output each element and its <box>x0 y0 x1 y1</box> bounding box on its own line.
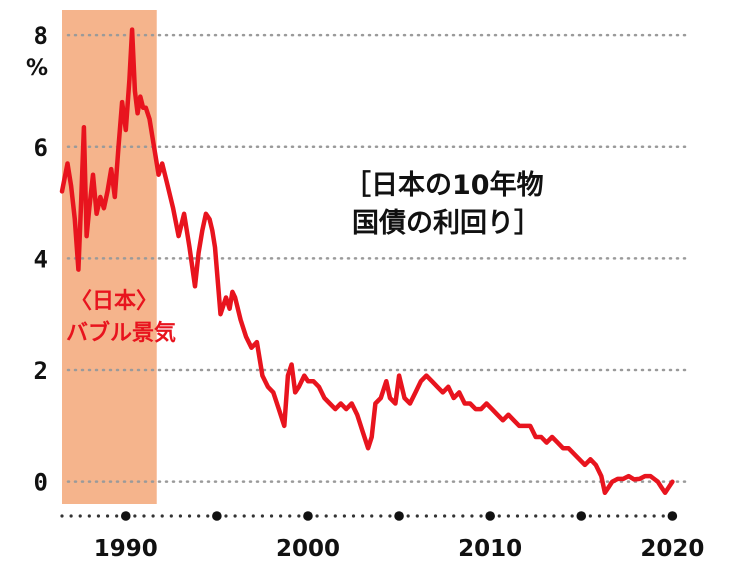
x-minor-dot <box>424 514 428 518</box>
x-minor-dot <box>534 514 538 518</box>
x-minor-dot <box>470 514 474 518</box>
bubble-era-label-line-1: 〈日本〉 <box>70 289 158 314</box>
x-minor-dot <box>288 514 292 518</box>
y-axis: 0 2 4 6 8 <box>34 22 48 497</box>
x-axis: 1990 2000 2010 2020 <box>94 536 705 562</box>
y-tick-label: 2 <box>34 357 48 385</box>
x-minor-dot <box>588 514 592 518</box>
x-major-dot <box>394 511 404 521</box>
chart-title-line-1: ［日本の10年物 <box>344 169 544 201</box>
x-minor-dot <box>187 514 192 518</box>
x-minor-dot <box>351 514 356 518</box>
x-minor-dot <box>506 514 510 518</box>
x-minor-dot <box>69 514 73 518</box>
x-minor-dot <box>634 514 638 518</box>
x-minor-dot <box>497 514 501 518</box>
x-minor-dot <box>105 514 110 518</box>
x-minor-dot <box>260 514 265 518</box>
x-minor-dot <box>269 514 274 518</box>
x-minor-dot <box>443 514 447 518</box>
x-minor-dot <box>279 514 283 518</box>
x-major-dot <box>212 511 222 521</box>
x-minor-dot <box>224 514 228 518</box>
y-tick-label: 8 <box>34 22 48 50</box>
x-major-dot <box>576 511 587 521</box>
x-minor-dot <box>60 514 64 518</box>
x-minor-dot <box>197 514 201 518</box>
x-minor-dot <box>233 514 237 518</box>
grid-lines <box>66 33 690 483</box>
x-minor-dot <box>297 514 301 518</box>
x-minor-dot <box>206 514 210 518</box>
x-minor-dot <box>151 514 155 518</box>
x-minor-dot <box>661 514 665 518</box>
x-minor-dot <box>96 514 101 518</box>
x-minor-dot <box>87 514 91 518</box>
x-minor-dot <box>370 514 374 518</box>
y-tick-label: 6 <box>34 134 48 162</box>
x-minor-dot <box>388 514 392 518</box>
yield-line <box>59 27 675 496</box>
x-minor-dot <box>178 514 183 518</box>
x-major-dot <box>120 511 131 521</box>
x-minor-dot <box>361 514 365 518</box>
x-minor-dot <box>652 514 656 518</box>
x-minor-dot <box>169 514 173 518</box>
x-minor-dot <box>570 514 574 518</box>
x-minor-dot <box>142 514 146 518</box>
x-minor-dot <box>543 514 547 518</box>
x-minor-dot <box>415 514 419 518</box>
y-tick-label: 0 <box>34 469 48 497</box>
x-minor-dot <box>625 514 629 518</box>
x-minor-dot <box>160 514 164 518</box>
x-minor-dot <box>379 514 383 518</box>
x-major-dot <box>303 511 313 521</box>
x-minor-dot <box>433 514 438 518</box>
x-minor-dot <box>524 514 529 518</box>
x-tick-label: 1990 <box>94 536 158 562</box>
x-minor-dot <box>315 514 319 518</box>
x-minor-dot <box>552 514 556 518</box>
x-major-dot <box>485 511 495 521</box>
x-minor-dot <box>561 514 565 518</box>
x-minor-dot <box>616 514 620 518</box>
x-major-dot <box>667 511 678 521</box>
x-minor-dot <box>606 514 611 518</box>
x-minor-dot <box>324 514 328 518</box>
x-minor-dot <box>115 514 119 518</box>
x-minor-dot <box>461 514 465 518</box>
x-minor-dot <box>515 514 520 518</box>
y-tick-label: 4 <box>34 245 48 273</box>
x-minor-dot <box>78 514 82 518</box>
x-minor-dot <box>406 514 410 518</box>
x-axis-dots <box>60 511 678 521</box>
x-tick-label: 2020 <box>640 536 704 562</box>
x-minor-dot <box>479 514 483 518</box>
x-minor-dot <box>452 514 456 518</box>
x-minor-dot <box>333 514 337 518</box>
x-tick-label: 2000 <box>276 536 340 562</box>
x-minor-dot <box>597 514 602 518</box>
bubble-era-label-line-2: バブル景気 <box>66 320 176 346</box>
y-axis-unit: % <box>26 56 48 81</box>
x-minor-dot <box>342 514 347 518</box>
x-minor-dot <box>133 514 137 518</box>
x-minor-dot <box>643 514 647 518</box>
x-minor-dot <box>251 514 255 518</box>
x-minor-dot <box>242 514 246 518</box>
x-tick-label: 2010 <box>458 536 522 562</box>
chart-title-line-2: 国債の利回り］ <box>352 208 541 239</box>
